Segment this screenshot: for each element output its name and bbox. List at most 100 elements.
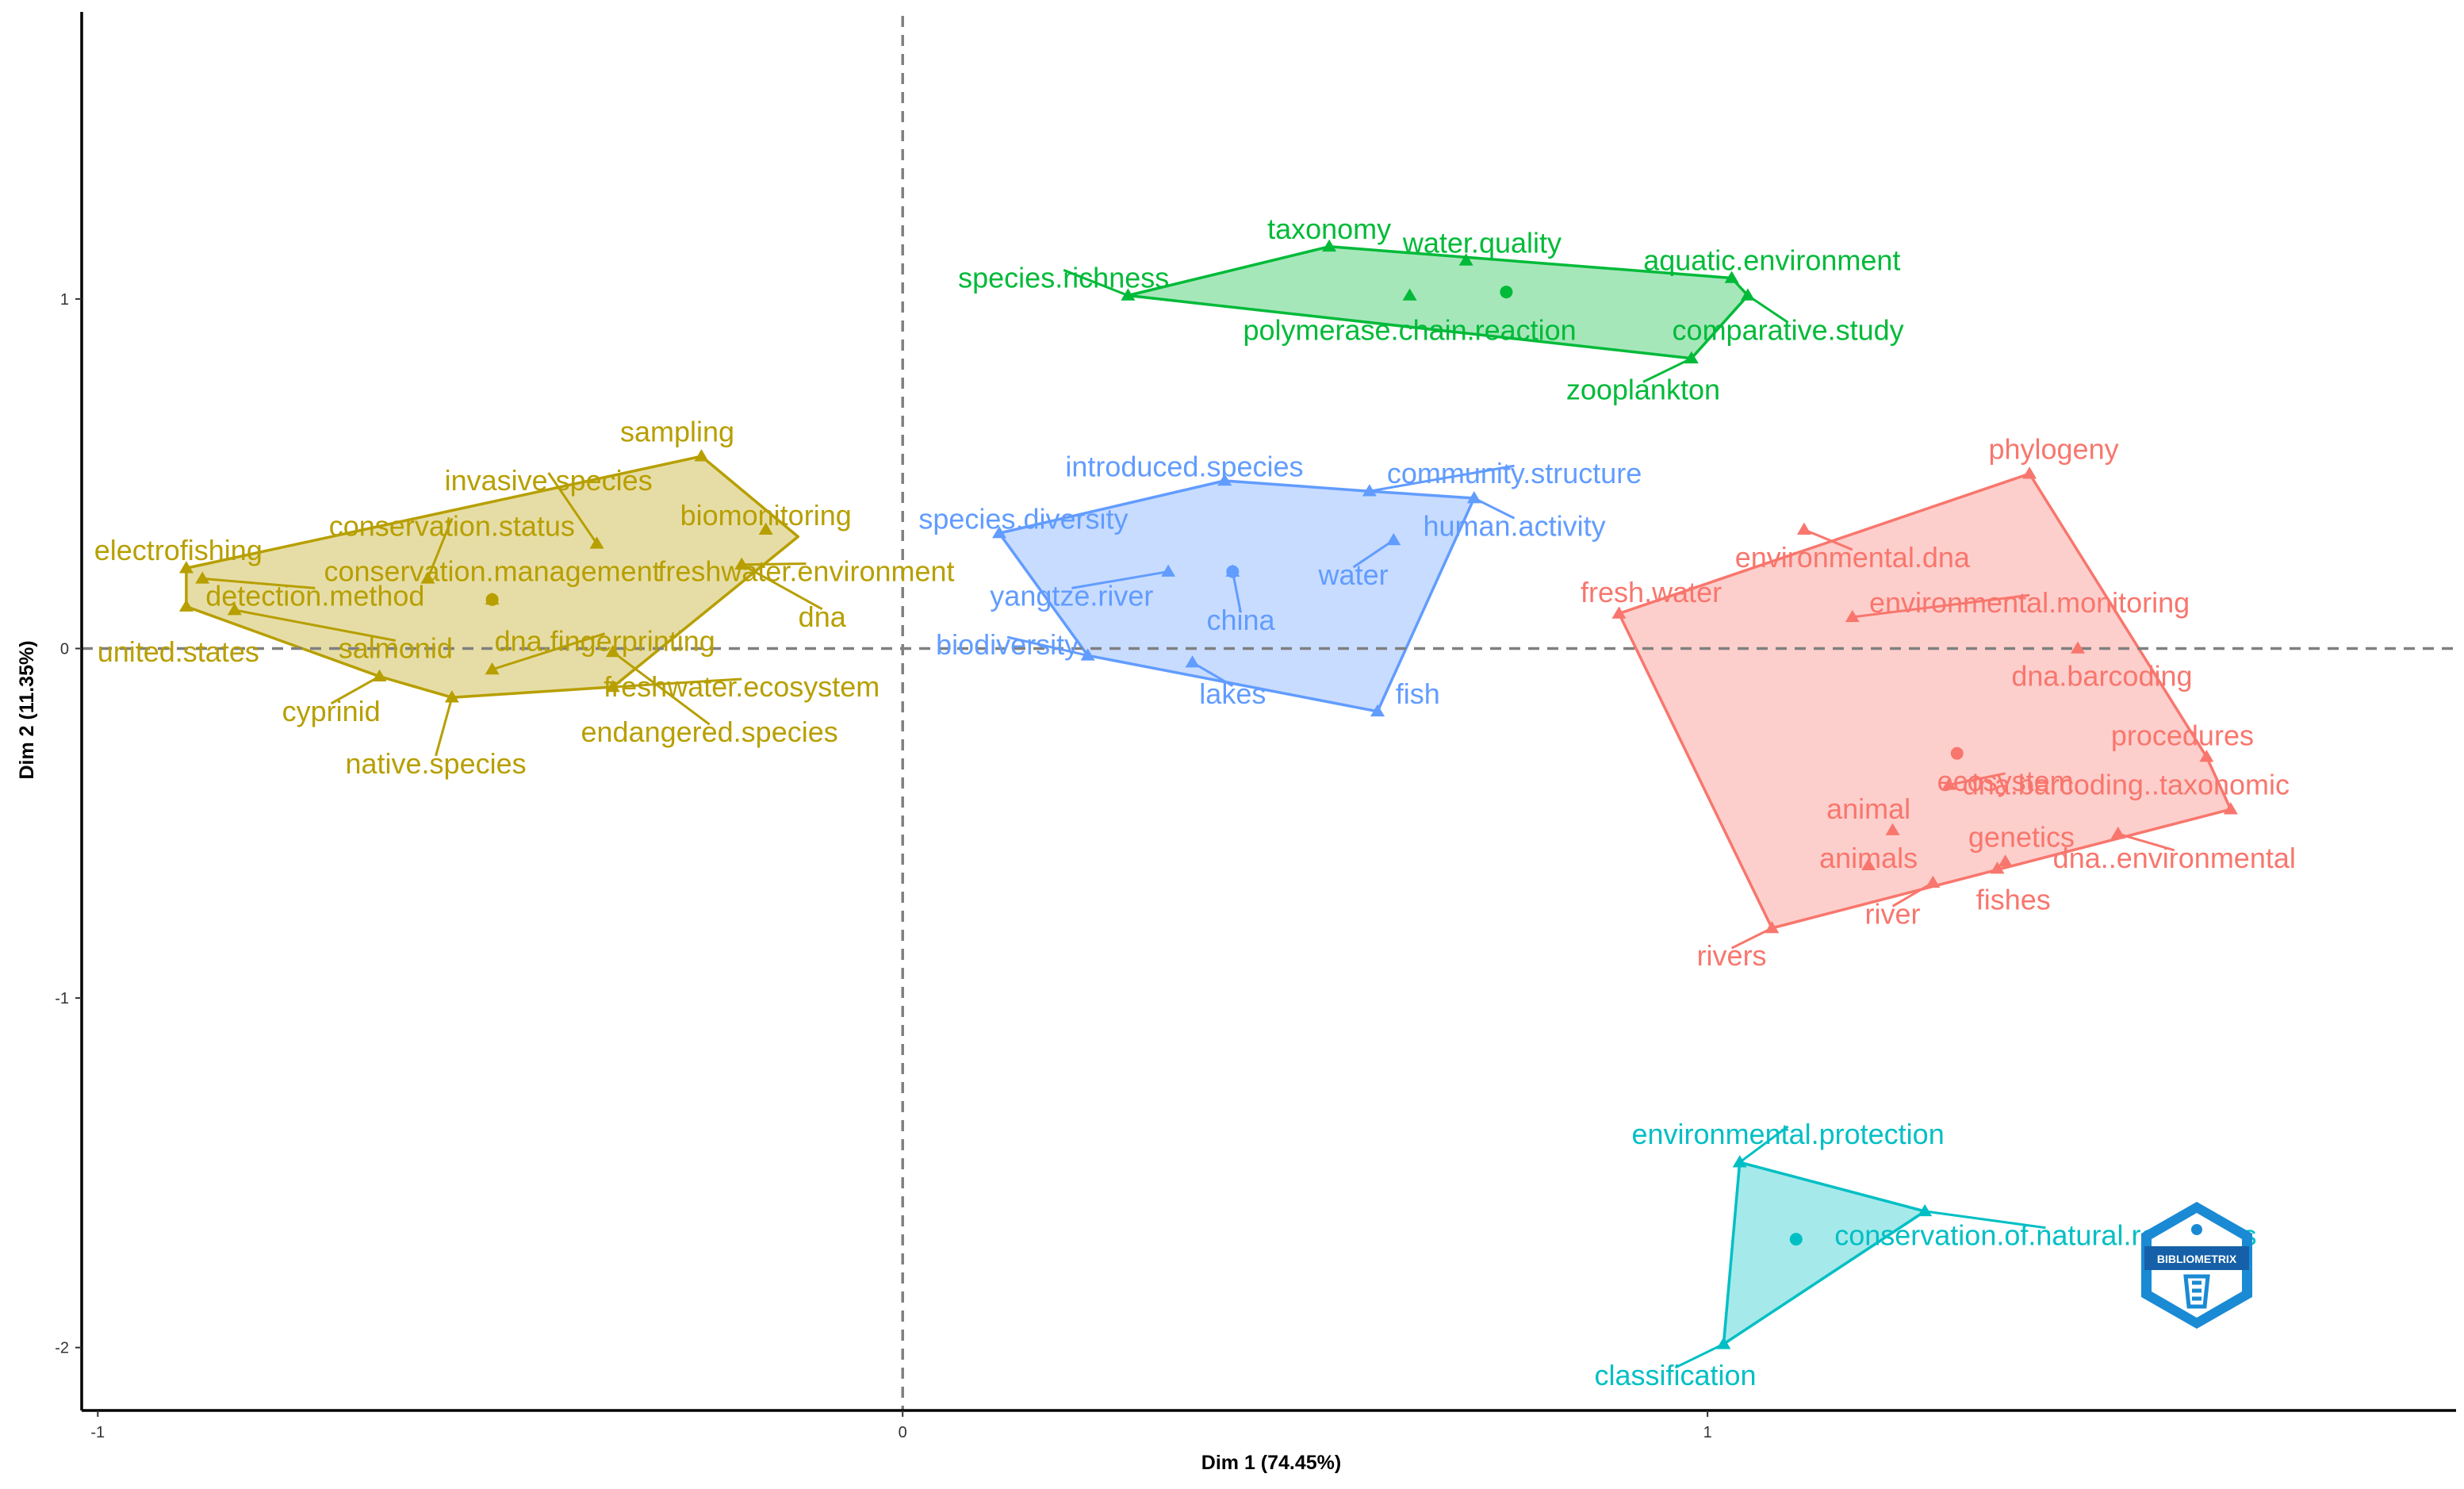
- x-tick-label: -1: [90, 1424, 105, 1441]
- y-tick-label: -1: [55, 990, 69, 1007]
- point-marker: [1998, 854, 2013, 867]
- logo-band: [2144, 1246, 2249, 1270]
- cluster-centroid-2: [485, 593, 499, 606]
- point-label: polymerase.chain.reaction: [1243, 314, 1576, 347]
- x-axis-title: Dim 1 (74.45%): [1201, 1452, 1341, 1474]
- point-marker: [1724, 271, 1739, 283]
- label-leader-line: [1369, 464, 1515, 493]
- reference-lines: [82, 16, 2456, 1410]
- point-label: species.diversity: [918, 502, 1128, 535]
- point-label: china: [1206, 604, 1275, 636]
- point-label: detection.method: [205, 579, 424, 612]
- x-tick-label: 0: [899, 1424, 907, 1441]
- point-label: human.activity: [1423, 509, 1605, 542]
- label-leader-line: [1191, 661, 1234, 688]
- point-label: dna.barcoding..taxonomic: [1963, 768, 2290, 800]
- point-label: community.structure: [1387, 457, 1642, 489]
- point-marker: [1918, 1203, 1933, 1217]
- cluster-hull-3: [1126, 245, 1749, 360]
- point-label: electrofishing: [94, 534, 262, 566]
- cluster-centroid-4: [1789, 1233, 1803, 1246]
- point-marker: [1370, 704, 1385, 717]
- label-leader-line: [741, 562, 807, 566]
- label-leader-line: [547, 472, 598, 545]
- label-leader-line: [611, 650, 711, 726]
- label-leader-line: [1747, 294, 1789, 324]
- point-label: comparative.study: [1673, 314, 1904, 347]
- point-label: taxonomy: [1267, 213, 1391, 245]
- label-leader-line: [1642, 357, 1692, 383]
- point-label: water.quality: [1402, 226, 1562, 259]
- point-label: fish: [1396, 677, 1440, 710]
- point-marker: [1861, 858, 1876, 870]
- point-label: phylogeny: [1988, 432, 2118, 465]
- point-labels: phylogeny environmental.dna environmental.…: [94, 213, 2296, 1391]
- y-axis-title: Dim 2 (11.35%): [16, 640, 38, 779]
- point-marker: [694, 449, 709, 462]
- label-leader-line: [2117, 832, 2175, 852]
- point-marker: [195, 571, 210, 584]
- point-marker: [178, 561, 194, 574]
- label-leader-line: [1473, 497, 1516, 520]
- point-label: genetics: [1968, 820, 2075, 853]
- point-label: dna: [799, 601, 847, 633]
- point-marker: [992, 526, 1007, 539]
- label-leader-line: [1949, 772, 2006, 786]
- point-label: cyprinid: [282, 695, 381, 727]
- point-marker: [758, 522, 773, 535]
- point-label: conservation.status: [329, 509, 575, 542]
- cluster-hull-4: [1722, 1161, 1926, 1346]
- cluster-centroid-1: [1950, 746, 1964, 760]
- cluster-hull-2: [185, 455, 800, 699]
- point-label: lakes: [1199, 677, 1266, 710]
- point-label: water: [1318, 558, 1389, 591]
- label-leader-line: [492, 632, 606, 671]
- point-marker: [2022, 466, 2037, 479]
- point-label: salmonid: [339, 631, 453, 664]
- point-label: dna.fingerprinting: [495, 625, 715, 658]
- point-label: introduced.species: [1065, 450, 1303, 482]
- x-tick-label: 1: [1703, 1424, 1712, 1441]
- point-label: united.states: [98, 635, 259, 668]
- point-label: dna.barcoding: [2011, 660, 2192, 693]
- point-marker: [2199, 750, 2214, 762]
- point-marker: [2070, 641, 2085, 654]
- label-leader-line: [1891, 881, 1934, 908]
- point-marker: [2223, 802, 2238, 815]
- cluster-centroid-3: [1500, 286, 1513, 299]
- point-label: river: [1865, 897, 1921, 930]
- point-marker: [1611, 606, 1627, 619]
- cluster-hulls: [185, 245, 2232, 1346]
- point-label: aquatic.environment: [1643, 244, 1900, 276]
- point-label: fresh.water: [1581, 576, 1722, 608]
- point-label: invasive species: [445, 464, 653, 497]
- point-label: yangtze.river: [990, 579, 1153, 612]
- point-label: freshwater.environment: [657, 555, 954, 588]
- point-marker: [1990, 862, 2005, 874]
- point-marker: [1402, 288, 1417, 301]
- point-label: endangered.species: [581, 716, 838, 748]
- label-leader-line: [1852, 593, 2030, 619]
- label-leader-line: [1063, 269, 1129, 297]
- point-label: biodiversity: [936, 628, 1079, 661]
- point-label: conservation.management: [324, 555, 660, 588]
- label-leader-line: [741, 563, 823, 611]
- label-leader-line: [1071, 570, 1169, 589]
- point-marker: [178, 599, 194, 612]
- point-label: dna..environmental: [2053, 842, 2296, 874]
- point-label: environmental.protection: [1632, 1118, 1945, 1150]
- point-marker: [1161, 564, 1176, 577]
- point-label: fishes: [1976, 884, 2051, 916]
- logo-tower-icon: [2183, 1274, 2210, 1309]
- label-leader-line: [612, 677, 742, 689]
- label-leader-line: [1352, 539, 1395, 569]
- label-leader-line: [1006, 635, 1088, 657]
- point-marker: [1217, 474, 1232, 486]
- point-label: native.species: [345, 747, 526, 780]
- point-label: rivers: [1697, 939, 1767, 972]
- point-marker: [444, 690, 459, 703]
- label-leader-line: [435, 697, 454, 757]
- bibliometrix-logo: BIBLIOMETRIX: [2141, 1202, 2252, 1329]
- label-leader-line: [330, 675, 381, 705]
